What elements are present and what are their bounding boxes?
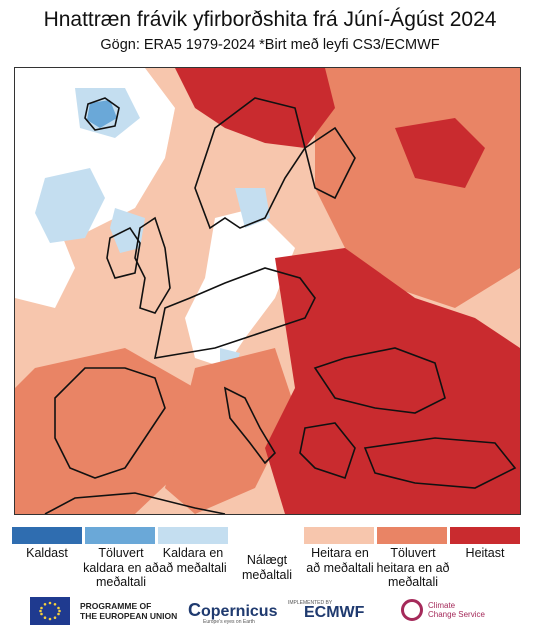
ecmwf-logo: ECMWF (304, 604, 365, 621)
italy-coast (223, 386, 277, 465)
hot-russia (395, 118, 485, 188)
legend-swatch-hottest (450, 527, 520, 544)
warm-mediterranean (165, 348, 295, 514)
coastlines (44, 97, 517, 514)
hot-scandinavia (175, 68, 335, 148)
ireland-coast (106, 226, 141, 279)
eu-stars-icon (39, 601, 61, 621)
legend-label-much-colder: Töluvert kaldara en að meðaltali (83, 546, 159, 589)
legend-swatch-much-colder (85, 527, 155, 544)
legend-label-warmer: Heitara en að meðaltali (306, 546, 374, 575)
eu-programme-text: PROGRAMME OF THE EUROPEAN UNION (80, 601, 177, 621)
anomaly-map (14, 67, 521, 515)
c3s-line-2: Change Service (428, 610, 485, 619)
c3s-logo-text: Climate Change Service (428, 601, 485, 619)
implemented-by: IMPLEMENTED BY (288, 600, 333, 606)
britain-coast (134, 216, 171, 314)
scandinavia-coast (194, 97, 306, 230)
iceland-cold (87, 100, 117, 128)
eu-line-2: THE EUROPEAN UNION (80, 611, 178, 621)
north-europe-coast (153, 267, 316, 359)
iberia-coast (54, 367, 166, 479)
legend-label-much-warmer: Töluvert heitara en að meðaltali (376, 546, 450, 589)
hot-southeast-europe (265, 248, 520, 514)
legend-label-colder: Kaldara en að meðaltali (159, 546, 227, 575)
central-europe-near-average (185, 208, 295, 368)
cold-patch-british (110, 208, 145, 253)
anomaly-map-svg (15, 68, 520, 514)
legend-swatch-near-average (231, 527, 301, 544)
eu-flag-icon (30, 597, 70, 625)
warm-iberia (15, 348, 215, 514)
legend-swatch-coldest (12, 527, 82, 544)
map-subtitle: Gögn: ERA5 1979-2024 *Birt með leyfi CS3… (100, 37, 440, 53)
copernicus-logo: Copernicus (188, 600, 278, 620)
north-africa-coast (44, 492, 226, 514)
legend-swatch-much-warmer (377, 527, 447, 544)
greece-coast (299, 422, 356, 480)
eu-line-1: PROGRAMME OF (80, 601, 152, 611)
c3s-icon (401, 599, 423, 621)
legend-label-hottest: Heitast (465, 546, 505, 560)
copernicus-tagline: Europe's eyes on Earth (203, 619, 255, 625)
black-sea-coast (313, 347, 446, 414)
legend-swatch-warmer (304, 527, 374, 544)
finland-coast (304, 126, 356, 200)
c3s-line-1: Climate (428, 601, 456, 610)
legend-swatch-colder (158, 527, 228, 544)
legend-label-near-average: Nálægt meðaltali (241, 553, 293, 582)
map-title: Hnattræn frávik yfirborðshita frá Júní-Á… (43, 8, 497, 31)
warm-northeast (315, 68, 520, 308)
copernicus-text: opernicus (201, 603, 278, 620)
iceland-coast (84, 97, 120, 131)
turkey-coast (363, 437, 517, 489)
legend-label-coldest: Kaldast (26, 546, 68, 560)
cold-patch-scandinavia (235, 188, 270, 228)
cold-patch-west (35, 168, 105, 243)
legend: Kaldast Töluvert kaldara en að meðaltali… (12, 527, 522, 597)
